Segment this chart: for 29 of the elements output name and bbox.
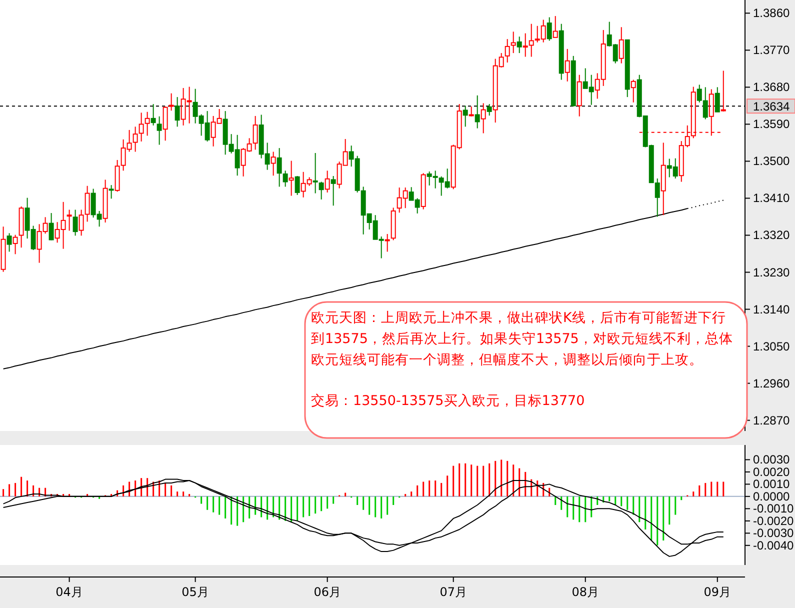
y-tick-label: -0.0030 bbox=[753, 526, 794, 540]
y-tick-label: 1.3680 bbox=[753, 80, 790, 94]
y-tick-label: 1.3230 bbox=[753, 265, 790, 280]
y-tick-label: 0.0030 bbox=[753, 452, 790, 467]
annotation: 交易：13550-13575买入欧元，目标13770 bbox=[311, 392, 586, 411]
x-tick-label: 07月 bbox=[440, 585, 467, 599]
annotation: 欧元天图：上周欧元上冲不果，做出碑状K线，后市有可能暂进下行到13575，然后再次上行。如果失守13575，对欧元短线不利，总体欧元短线可能有一个调整，但幅度不大，调整以后倾向于上攻。 bbox=[311, 309, 734, 370]
y-tick-label: 1.3140 bbox=[753, 302, 790, 316]
y-tick-label: 1.2870 bbox=[753, 413, 790, 428]
y-tick-label: 1.3050 bbox=[753, 339, 790, 354]
y-tick-label: 1.3770 bbox=[753, 43, 790, 58]
y-tick-label: -0.0010 bbox=[753, 502, 794, 516]
x-tick-label: 04月 bbox=[56, 585, 83, 599]
y-tick-label: 1.3320 bbox=[753, 228, 790, 242]
y-tick-label: -0.0040 bbox=[753, 538, 794, 552]
y-tick-label: 0.0020 bbox=[753, 464, 790, 479]
y-tick-label: 1.2960 bbox=[753, 376, 790, 390]
y-tick-label: 1.3860 bbox=[753, 6, 790, 20]
y-tick-label: 1.3590 bbox=[753, 117, 790, 132]
ref-line-label: 1.3634 bbox=[753, 100, 790, 114]
x-tick-label: 05月 bbox=[182, 585, 209, 599]
x-tick-label: 08月 bbox=[572, 585, 600, 599]
y-tick-label: 1.3410 bbox=[753, 191, 790, 206]
x-tick-label: 09月 bbox=[704, 585, 732, 599]
y-tick-label: -0.0020 bbox=[753, 514, 794, 528]
y-tick-label: 1.3500 bbox=[753, 154, 790, 168]
y-tick-label: 0.0000 bbox=[753, 489, 790, 504]
y-tick-label: 0.0010 bbox=[753, 477, 790, 492]
x-tick-label: 06月 bbox=[314, 585, 341, 599]
